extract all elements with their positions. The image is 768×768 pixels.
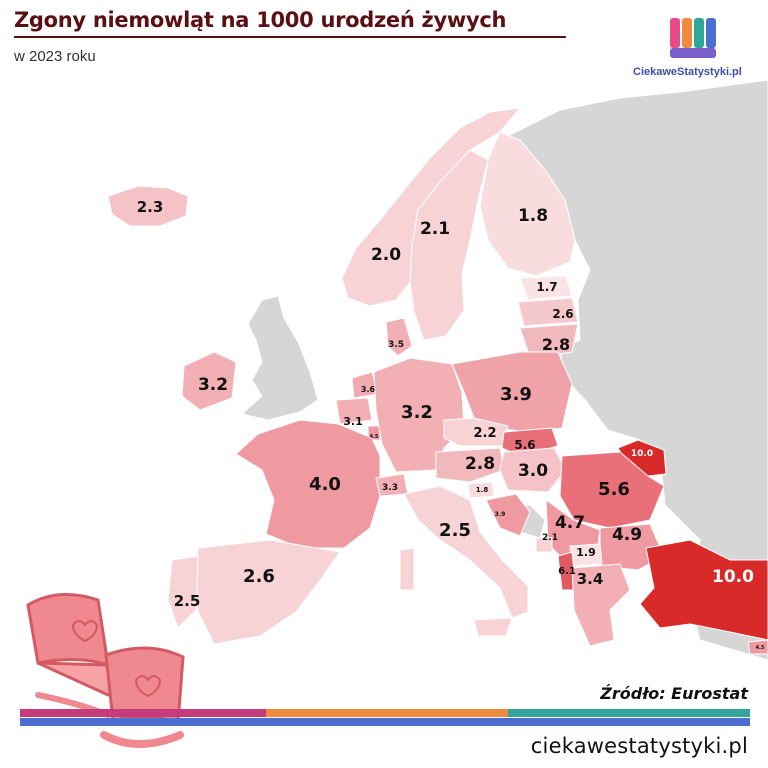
country-turkey — [639, 539, 768, 641]
country-luxembourg — [367, 425, 381, 441]
country-sweden — [409, 149, 489, 341]
country-slovenia — [467, 481, 495, 499]
source-label: Źródło: Eurostat — [600, 684, 748, 703]
country-finland — [479, 131, 576, 277]
value-label-portugal: 2.5 — [174, 592, 201, 610]
country-latvia — [517, 297, 579, 327]
logo-text: CiekaweStatystyki.pl — [633, 66, 742, 78]
cradle-icon — [26, 593, 185, 748]
country-austria — [435, 447, 505, 483]
value-labels: 2.3 2.0 2.1 1.8 1.7 2.6 2.8 3.5 3.2 3.6 … — [137, 198, 765, 651]
value-label-netherlands: 3.6 — [361, 385, 376, 394]
value-label-norway: 2.0 — [371, 245, 401, 265]
stripe-teal — [508, 709, 750, 717]
value-label-sweden: 2.1 — [420, 219, 450, 239]
bar-logo-icon — [670, 18, 716, 58]
uk-region — [240, 295, 319, 421]
value-label-albania: 6.1 — [558, 566, 576, 577]
value-label-spain: 2.6 — [243, 566, 275, 587]
color-stripes — [20, 709, 750, 727]
value-label-romania: 5.6 — [598, 479, 630, 500]
country-estonia — [519, 275, 573, 301]
country-croatia — [485, 493, 531, 537]
value-label-finland: 1.8 — [518, 206, 548, 226]
value-label-greece: 3.4 — [577, 570, 604, 588]
value-label-denmark: 3.5 — [388, 340, 404, 350]
value-label-bulgaria: 4.9 — [612, 525, 642, 545]
value-label-lithuania: 2.8 — [542, 335, 570, 354]
value-label-slovenia: 1.8 — [476, 486, 489, 494]
country-belgium — [335, 397, 373, 425]
stripe-magenta — [20, 709, 266, 717]
value-label-turkey: 10.0 — [712, 567, 754, 587]
country-iceland — [107, 185, 189, 227]
title-underline — [14, 36, 566, 38]
value-label-poland: 3.9 — [500, 384, 532, 405]
page-title: Zgony niemowląt na 1000 urodzeń żywych — [14, 8, 507, 32]
country-greece — [571, 563, 631, 647]
value-label-belgium: 3.1 — [343, 415, 363, 428]
value-label-serbia: 4.7 — [555, 513, 585, 533]
value-label-france: 4.0 — [309, 474, 341, 495]
country-montenegro — [535, 537, 553, 553]
country-denmark — [385, 317, 413, 357]
value-label-latvia: 2.6 — [552, 307, 573, 321]
country-sicily — [473, 617, 513, 637]
country-cyprus — [747, 639, 768, 655]
value-label-hungary: 3.0 — [518, 461, 548, 481]
country-italy — [403, 485, 529, 619]
value-label-slovakia: 5.6 — [514, 438, 535, 452]
page-subtitle: w 2023 roku — [14, 48, 96, 65]
value-label-iceland: 2.3 — [137, 198, 164, 216]
country-ireland — [181, 351, 237, 411]
value-label-north-macedonia: 1.9 — [576, 546, 596, 559]
value-label-austria: 2.8 — [465, 454, 495, 474]
country-spain — [195, 539, 341, 645]
country-norway — [341, 107, 522, 307]
value-label-estonia: 1.7 — [536, 280, 557, 294]
value-label-switzerland: 3.3 — [382, 483, 398, 493]
value-label-germany: 3.2 — [401, 402, 433, 423]
value-label-cyprus: 4.5 — [756, 645, 765, 651]
country-sardinia — [399, 547, 415, 591]
value-label-italy: 2.5 — [439, 520, 471, 541]
russia-region — [499, 79, 768, 661]
countries — [107, 107, 768, 655]
value-label-moldova: 10.0 — [631, 449, 653, 459]
country-germany — [373, 357, 465, 473]
value-label-czechia: 2.2 — [473, 426, 496, 441]
site-url[interactable]: ciekawestatystyki.pl — [530, 734, 748, 758]
country-lithuania — [519, 323, 579, 359]
value-label-croatia: 3.9 — [495, 511, 506, 518]
value-label-ireland: 3.2 — [198, 375, 228, 395]
country-france — [235, 419, 381, 549]
country-romania — [559, 451, 665, 529]
stripe-blue — [20, 718, 750, 726]
country-portugal — [167, 555, 199, 629]
value-label-montenegro: 2.1 — [542, 533, 558, 543]
value-label-luxembourg: 4.5 — [370, 434, 379, 440]
stripe-orange — [266, 709, 508, 717]
country-hungary — [499, 447, 567, 493]
